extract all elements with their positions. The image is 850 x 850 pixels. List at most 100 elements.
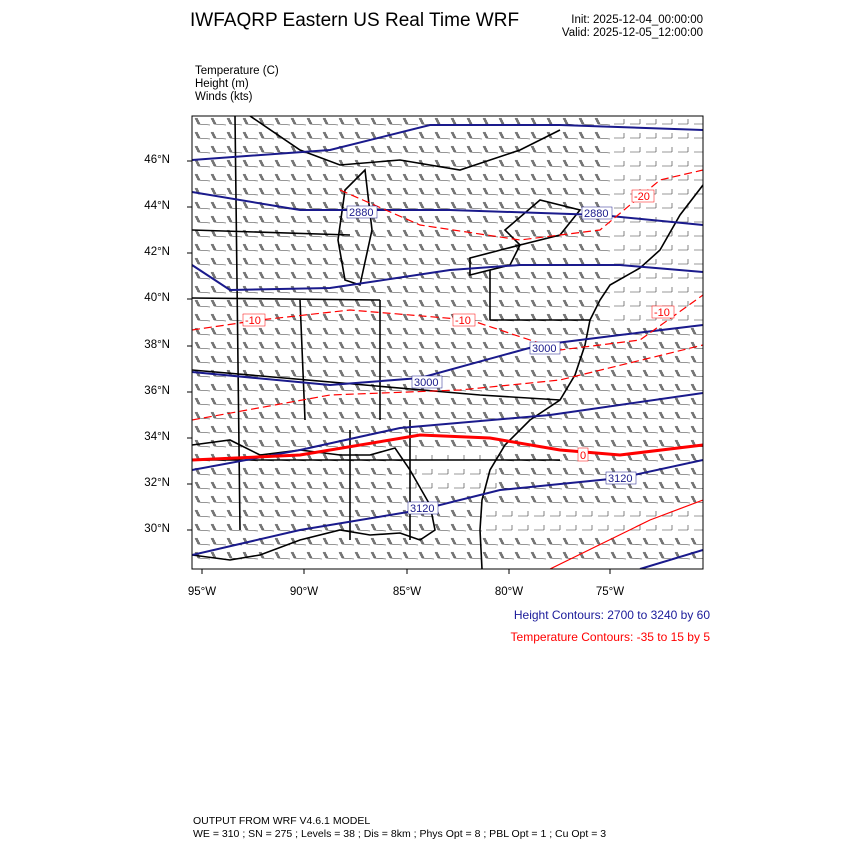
wind-barb — [306, 215, 323, 224]
wind-barb — [274, 117, 291, 126]
wind-barb — [354, 173, 371, 182]
wind-barb — [546, 327, 563, 336]
wind-barb — [658, 397, 675, 406]
wind-barb — [418, 187, 435, 196]
wind-barb — [306, 355, 323, 364]
wind-barb — [274, 299, 291, 308]
wind-barb — [434, 495, 451, 504]
wind-barb — [578, 439, 595, 448]
wind-barb — [530, 299, 547, 308]
wind-barb — [646, 273, 657, 279]
wind-barb — [354, 551, 371, 560]
footer-config: WE = 310 ; SN = 275 ; Levels = 38 ; Dis … — [193, 828, 607, 840]
wind-barb — [210, 257, 227, 266]
wind-barb — [290, 159, 307, 168]
wind-barb — [514, 145, 531, 154]
field-winds: Winds (kts) — [195, 91, 253, 103]
wind-barb — [642, 425, 659, 434]
wind-barb — [514, 411, 531, 420]
wind-barb — [418, 397, 435, 406]
wind-barb — [418, 327, 435, 336]
wind-barb — [694, 515, 703, 517]
wind-barb — [514, 467, 531, 476]
wind-barb — [594, 551, 611, 560]
wind-barb — [226, 173, 243, 182]
wind-barb — [614, 133, 625, 139]
wind-barb — [274, 551, 291, 560]
temperature-contour-legend: Temperature Contours: -35 to 15 by 5 — [510, 630, 710, 644]
wind-barb — [678, 231, 689, 237]
wind-barb — [678, 217, 689, 223]
wind-barb — [338, 341, 355, 350]
wind-barb — [594, 243, 611, 252]
wind-barb — [498, 229, 515, 238]
wind-barb — [306, 187, 323, 196]
wind-barb — [290, 481, 307, 490]
wind-barb — [242, 355, 259, 364]
wind-barb — [658, 537, 675, 546]
wind-barb — [514, 425, 531, 434]
wind-barb — [322, 257, 339, 266]
wind-barb — [322, 481, 339, 490]
wind-barb — [614, 147, 625, 153]
wind-barb — [306, 159, 323, 168]
wind-barb — [226, 495, 243, 504]
wind-barb — [322, 383, 339, 392]
wind-barb — [418, 285, 435, 294]
wind-barb — [530, 551, 547, 560]
wind-barb — [610, 425, 627, 434]
wind-barb — [322, 299, 339, 308]
height-label: 2880 — [584, 208, 608, 220]
wind-barb — [674, 537, 691, 546]
wind-barb — [594, 397, 611, 406]
wind-barb — [530, 201, 547, 210]
wind-barb — [450, 397, 467, 406]
wind-barb — [338, 285, 355, 294]
wind-barb — [514, 257, 531, 266]
wind-barb — [646, 175, 657, 181]
wind-barb — [290, 187, 307, 196]
wind-barb — [418, 537, 435, 546]
wind-barb — [674, 453, 691, 462]
wind-barb — [626, 369, 643, 378]
wind-barb — [578, 285, 595, 294]
wind-barb — [354, 481, 371, 490]
wind-barb — [322, 187, 339, 196]
wind-barb — [594, 495, 611, 504]
wind-barb — [418, 257, 435, 266]
wind-barb — [242, 159, 259, 168]
wind-barb — [258, 159, 275, 168]
wind-barb — [562, 383, 579, 392]
wind-barb — [690, 355, 703, 364]
wind-barb — [514, 299, 531, 308]
temperature-label: -20 — [634, 191, 650, 203]
wind-barb — [546, 159, 563, 168]
wind-barb — [530, 425, 547, 434]
wind-barb — [274, 271, 291, 280]
wind-barb — [418, 229, 435, 238]
wind-barb — [290, 215, 307, 224]
wind-barb — [486, 469, 497, 475]
wind-barb — [322, 509, 339, 518]
wind-barb — [210, 411, 227, 420]
wind-barb — [562, 453, 579, 462]
wind-barb — [242, 187, 259, 196]
wind-barb — [674, 383, 691, 392]
wind-barb — [338, 117, 355, 126]
wind-barb — [258, 355, 275, 364]
wind-barb — [354, 313, 371, 322]
wind-barb — [498, 145, 515, 154]
wind-barb — [642, 453, 659, 462]
contour-labels: 2880 2880 3000 3000 3120 3120 -20 -10 -1… — [242, 189, 675, 515]
wind-barb — [630, 287, 641, 293]
wind-barb — [210, 523, 227, 532]
wind-barb — [210, 173, 227, 182]
wind-barb — [614, 301, 625, 307]
wind-barb — [594, 383, 611, 392]
wind-barb — [274, 425, 291, 434]
wind-barb — [674, 425, 691, 434]
lat-label: 32°N — [144, 477, 170, 489]
wind-barb — [694, 249, 703, 251]
wind-barb — [502, 511, 513, 517]
wind-barb — [690, 481, 703, 490]
